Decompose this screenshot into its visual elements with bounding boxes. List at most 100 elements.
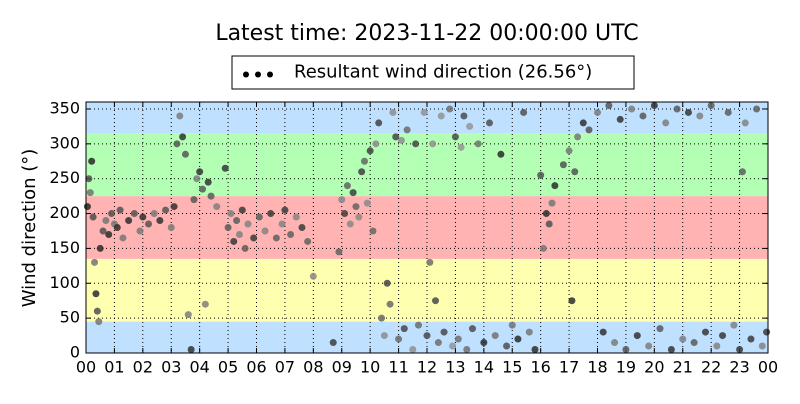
data-point bbox=[85, 175, 93, 183]
x-tick-label: 03 bbox=[161, 358, 181, 377]
data-point bbox=[329, 339, 337, 347]
data-point bbox=[346, 220, 354, 228]
data-point bbox=[520, 108, 528, 116]
x-tick-label: 04 bbox=[189, 358, 209, 377]
data-point bbox=[267, 210, 275, 218]
data-point bbox=[181, 150, 189, 158]
data-point bbox=[548, 199, 556, 207]
data-point bbox=[369, 227, 377, 235]
data-point bbox=[224, 224, 232, 231]
data-point bbox=[491, 332, 499, 340]
data-point bbox=[531, 346, 539, 354]
legend-marker bbox=[255, 71, 261, 78]
data-point bbox=[503, 342, 511, 350]
legend-label: Resultant wind direction (26.56°) bbox=[294, 62, 592, 83]
data-point bbox=[207, 192, 215, 200]
data-point bbox=[255, 213, 263, 221]
data-point bbox=[241, 244, 249, 252]
data-point bbox=[579, 119, 587, 127]
data-point bbox=[335, 248, 343, 256]
data-point bbox=[747, 335, 755, 343]
data-point bbox=[230, 237, 238, 245]
data-point bbox=[389, 108, 397, 116]
data-point bbox=[701, 328, 709, 336]
x-tick-label: 00 bbox=[76, 358, 96, 377]
x-tick-label: 00 bbox=[758, 358, 778, 377]
data-point bbox=[395, 335, 403, 343]
data-point bbox=[179, 133, 187, 141]
data-point bbox=[278, 220, 286, 228]
x-tick-label: 01 bbox=[104, 358, 124, 377]
data-point bbox=[468, 325, 476, 333]
data-point bbox=[162, 206, 170, 214]
data-point bbox=[190, 196, 198, 204]
data-point bbox=[227, 210, 235, 218]
legend-box bbox=[231, 55, 635, 90]
y-tick-label: 350 bbox=[49, 98, 80, 117]
data-point bbox=[201, 300, 209, 308]
data-point bbox=[136, 227, 144, 235]
data-point bbox=[440, 328, 448, 336]
data-point bbox=[95, 318, 103, 326]
data-point bbox=[238, 206, 246, 214]
data-point bbox=[287, 230, 295, 238]
data-point bbox=[514, 335, 522, 343]
data-point bbox=[460, 112, 468, 120]
data-point bbox=[380, 332, 388, 340]
data-point bbox=[108, 210, 116, 218]
data-point bbox=[409, 346, 417, 354]
data-point bbox=[199, 185, 207, 193]
data-point bbox=[662, 119, 670, 127]
data-point bbox=[429, 140, 437, 148]
x-tick-label: 13 bbox=[445, 358, 465, 377]
y-axis-label: Wind direction (°) bbox=[19, 149, 40, 308]
x-tick-label: 11 bbox=[388, 358, 408, 377]
data-point bbox=[397, 136, 405, 144]
data-point bbox=[679, 335, 687, 343]
data-point bbox=[738, 168, 746, 176]
data-point bbox=[170, 203, 178, 211]
data-point bbox=[358, 168, 366, 176]
data-point bbox=[298, 224, 306, 231]
data-point bbox=[173, 140, 181, 148]
data-point bbox=[449, 342, 457, 350]
data-point bbox=[96, 244, 104, 252]
x-tick-label: 18 bbox=[587, 358, 607, 377]
data-point bbox=[605, 101, 613, 109]
data-point bbox=[741, 119, 749, 127]
data-point bbox=[403, 126, 411, 134]
data-point bbox=[119, 234, 127, 242]
legend-marker bbox=[267, 71, 273, 78]
y-tick-label: 0 bbox=[70, 343, 80, 362]
data-point bbox=[454, 335, 462, 343]
data-point bbox=[113, 224, 121, 231]
data-point bbox=[233, 217, 241, 225]
data-point bbox=[559, 161, 567, 169]
data-point bbox=[386, 300, 394, 308]
data-point bbox=[414, 321, 422, 329]
x-tick-label: 12 bbox=[417, 358, 437, 377]
data-point bbox=[304, 237, 312, 245]
data-point bbox=[187, 346, 195, 354]
data-point bbox=[176, 112, 184, 120]
data-point bbox=[616, 115, 624, 123]
data-point bbox=[594, 108, 601, 116]
data-point bbox=[102, 217, 110, 225]
data-point bbox=[91, 258, 99, 266]
data-point bbox=[753, 105, 761, 113]
data-point bbox=[650, 101, 658, 109]
x-tick-label: 06 bbox=[246, 358, 266, 377]
y-tick-label: 50 bbox=[60, 308, 80, 327]
data-point bbox=[193, 175, 201, 183]
x-tick-label: 17 bbox=[559, 358, 579, 377]
data-point bbox=[684, 108, 692, 116]
data-point bbox=[400, 325, 408, 333]
data-point bbox=[88, 157, 96, 165]
x-tick-label: 19 bbox=[616, 358, 636, 377]
data-point bbox=[611, 339, 619, 347]
data-point bbox=[375, 119, 383, 127]
x-tick-label: 14 bbox=[474, 358, 494, 377]
data-point bbox=[633, 332, 641, 340]
data-point bbox=[432, 297, 440, 305]
x-tick-label: 22 bbox=[701, 358, 721, 377]
